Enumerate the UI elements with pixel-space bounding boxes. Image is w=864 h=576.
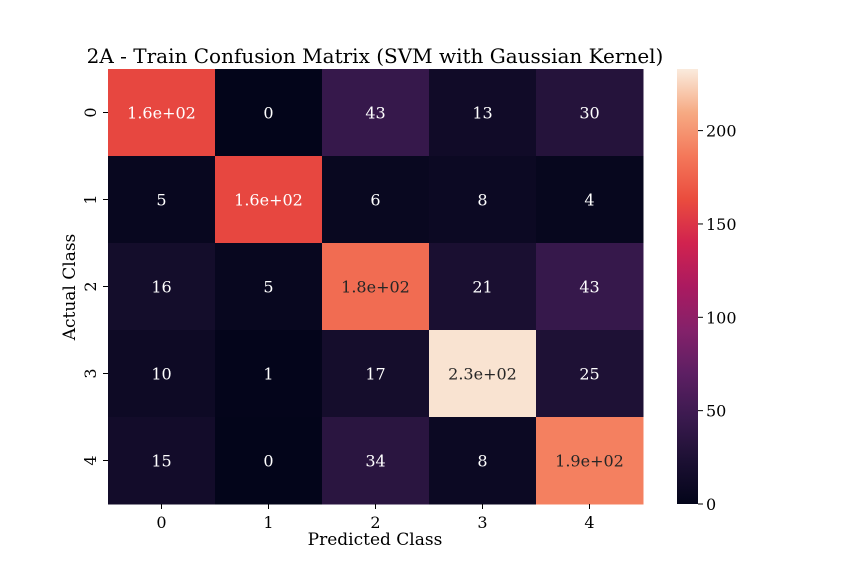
cell-label-r2-c3: 21	[472, 278, 492, 297]
heatmap-cell-r3-c3	[429, 330, 537, 418]
cell-label-r4-c3: 8	[477, 452, 487, 471]
chart-title: 2A - Train Confusion Matrix (SVM with Ga…	[87, 44, 664, 68]
cell-label-r1-c3: 8	[477, 191, 487, 210]
heatmap-cells	[108, 69, 644, 505]
colorbar-tick-label-4: 200	[706, 122, 737, 141]
y-tick-label-3: 3	[81, 368, 100, 378]
cell-label-r0-c3: 13	[472, 104, 492, 123]
colorbar-tick-label-2: 100	[706, 308, 737, 327]
cell-label-r4-c0: 15	[151, 452, 171, 471]
heatmap-cell-r0-c2	[322, 69, 430, 157]
x-tick-label-3: 3	[477, 513, 487, 532]
heatmap-cell-r2-c1	[215, 243, 323, 331]
y-tick-label-0: 0	[81, 107, 100, 117]
x-tick-label-1: 1	[263, 513, 273, 532]
cell-label-r1-c4: 4	[584, 191, 594, 210]
heatmap-cell-r4-c3	[429, 417, 537, 505]
cell-label-r1-c2: 6	[370, 191, 380, 210]
cell-label-r1-c0: 5	[156, 191, 166, 210]
heatmap-cell-r4-c4	[536, 417, 644, 505]
x-tick-label-4: 4	[584, 513, 594, 532]
cell-label-r2-c4: 43	[579, 278, 599, 297]
heatmap-cell-r1-c1	[215, 156, 323, 244]
colorbar-ticks: 0 50 100 150 200	[698, 122, 737, 514]
heatmap-cell-r2-c4	[536, 243, 644, 331]
colorbar-tick-label-1: 50	[706, 402, 726, 421]
cell-label-r4-c1: 0	[263, 452, 273, 471]
cell-label-r0-c1: 0	[263, 104, 273, 123]
cell-label-r2-c1: 5	[263, 278, 273, 297]
y-tick-label-2: 2	[81, 281, 100, 291]
cell-label-r2-c2: 1.8e+02	[341, 278, 410, 297]
colorbar-tick-label-3: 150	[706, 215, 737, 234]
heatmap-cell-r0-c4	[536, 69, 644, 157]
heatmap-cell-labels: 1.6e+02 0 43 13 30 5 1.6e+02 6 8 4 16 5 1.8e+02 21 43 1…	[127, 104, 624, 471]
y-tick-label-4: 4	[81, 455, 100, 465]
colorbar-tick-label-0: 0	[706, 495, 716, 514]
x-tick-label-2: 2	[370, 513, 380, 532]
cell-label-r3-c2: 17	[365, 365, 385, 384]
cell-label-r3-c3: 2.3e+02	[448, 365, 517, 384]
heatmap-cell-r4-c1	[215, 417, 323, 505]
cell-label-r4-c2: 34	[365, 452, 385, 471]
x-axis-label: Predicted Class	[308, 530, 443, 550]
heatmap-cell-r4-c0	[108, 417, 216, 505]
heatmap-cell-r0-c1	[215, 69, 323, 157]
y-axis-label: Actual Class	[60, 234, 80, 342]
heatmap-cell-r0-c0	[108, 69, 216, 157]
cell-label-r0-c4: 30	[579, 104, 599, 123]
heatmap-cell-r0-c3	[429, 69, 537, 157]
heatmap-cell-r3-c1	[215, 330, 323, 418]
heatmap-cell-r1-c3	[429, 156, 537, 244]
heatmap-cell-r2-c0	[108, 243, 216, 331]
heatmap-cell-r3-c0	[108, 330, 216, 418]
y-axis: 0 1 2 3 4	[81, 107, 108, 466]
x-axis: 0 1 2 3 4	[156, 504, 595, 532]
heatmap-cell-r2-c3	[429, 243, 537, 331]
cell-label-r1-c1: 1.6e+02	[234, 191, 303, 210]
cell-label-r3-c0: 10	[151, 365, 171, 384]
heatmap-cell-r2-c2	[322, 243, 430, 331]
heatmap-cell-r1-c4	[536, 156, 644, 244]
cell-label-r3-c4: 25	[579, 365, 599, 384]
cell-label-r0-c0: 1.6e+02	[127, 104, 196, 123]
heatmap-cell-r3-c2	[322, 330, 430, 418]
heatmap-cell-r1-c2	[322, 156, 430, 244]
y-tick-label-1: 1	[81, 194, 100, 204]
x-tick-label-0: 0	[156, 513, 166, 532]
cell-label-r0-c2: 43	[365, 104, 385, 123]
cell-label-r3-c1: 1	[263, 365, 273, 384]
heatmap-cell-r3-c4	[536, 330, 644, 418]
colorbar	[677, 69, 698, 504]
heatmap-cell-r1-c0	[108, 156, 216, 244]
cell-label-r2-c0: 16	[151, 278, 171, 297]
cell-label-r4-c4: 1.9e+02	[555, 452, 624, 471]
heatmap-cell-r4-c2	[322, 417, 430, 505]
